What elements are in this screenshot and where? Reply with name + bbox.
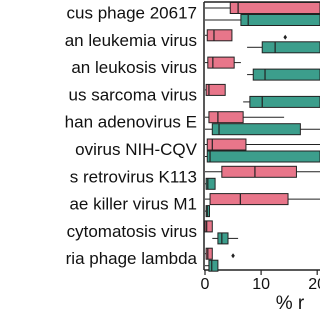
y-tick-label: an leukosis virus [71, 58, 197, 77]
y-tick-label: han adenovirus E [65, 113, 197, 132]
box [217, 232, 229, 245]
box [205, 247, 213, 260]
x-tick-label: 0 [201, 276, 210, 293]
box [205, 177, 216, 190]
box [208, 259, 219, 272]
box [205, 83, 226, 96]
box [208, 111, 244, 124]
y-tick-label: ria phage lambda [66, 249, 198, 268]
box [261, 41, 320, 54]
box [249, 95, 320, 108]
box [204, 220, 213, 233]
y-tick-label: an leukemia virus [65, 31, 197, 50]
x-axis-label: % r [276, 293, 305, 314]
box [207, 56, 235, 69]
y-tick-label: ae killer virus M1 [69, 195, 197, 214]
box [221, 165, 297, 178]
y-tick-label: ovirus NIH-CQV [75, 140, 198, 159]
y-tick-label: s retrovirus K113 [70, 167, 197, 186]
x-tick-label: 10 [252, 276, 270, 293]
y-tick-label: cytomatosis virus [67, 222, 197, 241]
box [211, 123, 301, 136]
box [252, 68, 320, 81]
x-tick-label: 20 [308, 276, 320, 293]
box [229, 2, 320, 14]
box [206, 150, 320, 163]
y-tick-label: us sarcoma virus [69, 85, 197, 104]
box [206, 138, 247, 151]
box [240, 14, 320, 26]
box [206, 29, 233, 42]
y-tick-label: cus phage 20617 [67, 3, 197, 22]
outlier [283, 34, 288, 40]
outlier [231, 253, 235, 259]
box [209, 193, 289, 206]
